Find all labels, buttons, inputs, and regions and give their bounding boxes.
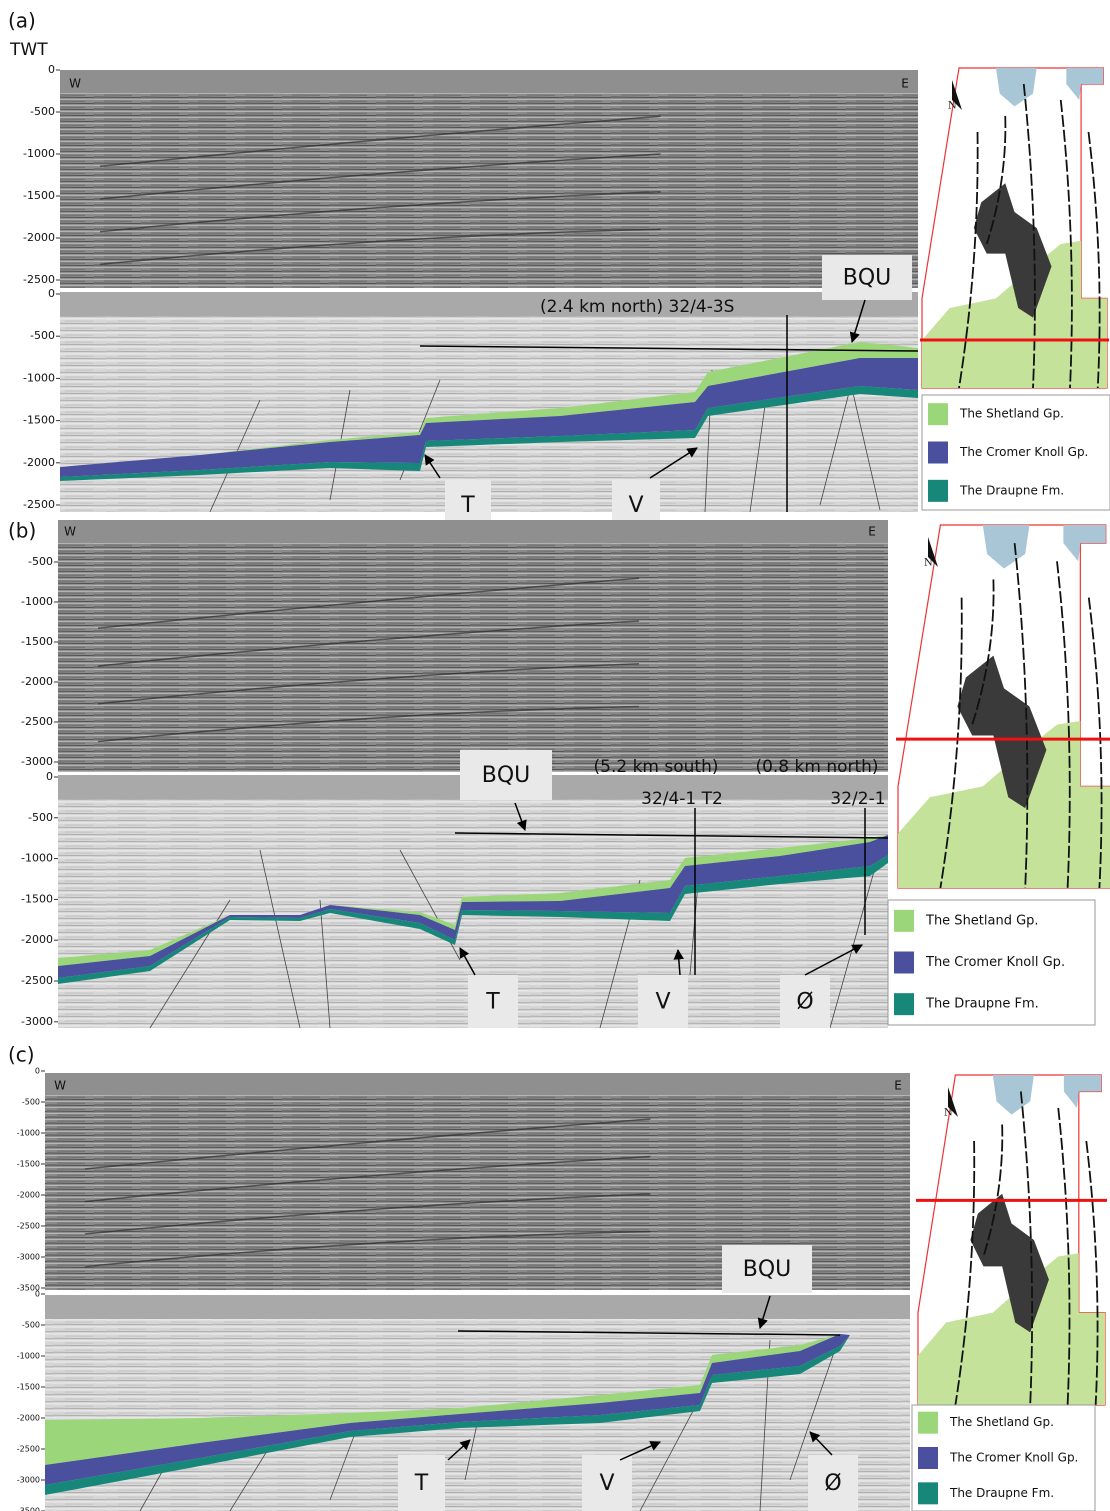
y-tick-label: -2500	[21, 974, 53, 987]
y-tick-label: -1500	[21, 635, 53, 648]
seismic-image	[45, 1295, 910, 1511]
callout-label: Ø	[796, 990, 813, 1015]
y-tick-label: -3000	[17, 1476, 40, 1485]
y-tick-label: -1000	[17, 1352, 40, 1361]
legend-label: The Shetland Gp.	[959, 407, 1064, 421]
y-tick-label: -1000	[17, 1129, 40, 1138]
legend-swatch	[918, 1447, 938, 1469]
y-tick-label: 0	[48, 63, 55, 76]
y-tick-label: -500	[28, 555, 53, 568]
y-tick-label: -2500	[23, 273, 55, 286]
west-label: W	[64, 525, 76, 539]
y-tick-label: -1500	[17, 1160, 40, 1169]
legend-swatch	[918, 1482, 938, 1504]
y-tick-label: 0	[48, 287, 55, 300]
north-label: N	[924, 558, 933, 569]
y-tick-label: -500	[28, 811, 53, 824]
y-tick-label: -1500	[17, 1383, 40, 1392]
water-column	[45, 1073, 910, 1095]
y-tick-label: -1500	[21, 892, 53, 905]
y-tick-label: -3000	[21, 755, 53, 768]
callout-label: Ø	[824, 1471, 841, 1496]
callout-label: T	[460, 493, 475, 518]
y-tick-label: -2000	[17, 1191, 40, 1200]
seismic-image	[58, 520, 888, 772]
legend-label: The Draupne Fm.	[949, 1486, 1054, 1500]
axis-title: TWT	[9, 40, 48, 60]
west-label: W	[54, 1079, 66, 1093]
legend-label: The Cromer Knoll Gp.	[949, 1451, 1078, 1465]
y-tick-label: -3000	[21, 1015, 53, 1028]
legend-swatch	[928, 403, 948, 425]
y-tick-label: -1500	[23, 414, 55, 427]
y-tick-label: -1000	[21, 852, 53, 865]
y-tick-label: -2500	[17, 1222, 40, 1231]
water-column	[60, 292, 918, 316]
seismic-image	[60, 70, 918, 288]
legend-label: The Draupne Fm.	[959, 483, 1064, 497]
water-column	[58, 520, 888, 542]
panel-label: (b)	[8, 519, 36, 543]
y-tick-label: -3000	[17, 1253, 40, 1262]
callout-label: BQU	[843, 266, 892, 291]
callout-label: T	[414, 1471, 429, 1496]
callout-label: BQU	[743, 1257, 792, 1282]
callout-label: V	[599, 1471, 614, 1496]
y-tick-label: -3500	[17, 1507, 40, 1511]
y-tick-label: -1000	[23, 147, 55, 160]
east-label: E	[894, 1079, 902, 1093]
y-tick-label: -1500	[23, 189, 55, 202]
panel-label: (c)	[8, 1043, 35, 1067]
east-label: E	[901, 77, 909, 91]
legend-swatch	[894, 952, 914, 974]
panel-label: (a)	[8, 9, 36, 33]
y-tick-label: -2000	[21, 933, 53, 946]
y-tick-label: -1000	[21, 595, 53, 608]
y-tick-label: -500	[30, 105, 55, 118]
y-tick-label: -2000	[23, 456, 55, 469]
y-tick-label: -1000	[23, 371, 55, 384]
legend-swatch	[894, 910, 914, 932]
y-tick-label: -500	[22, 1321, 40, 1330]
figure: (a)TWT0-500-1000-1500-2000-25000-500-100…	[0, 0, 1110, 1511]
legend-label: The Shetland Gp.	[925, 913, 1039, 928]
north-label: N	[948, 101, 957, 112]
west-label: W	[69, 77, 81, 91]
legend-swatch	[894, 993, 914, 1015]
callout-label: T	[485, 990, 500, 1015]
legend-swatch	[928, 480, 948, 502]
y-tick-label: -2000	[21, 675, 53, 688]
legend-label: The Cromer Knoll Gp.	[925, 955, 1065, 970]
y-tick-label: 0	[46, 770, 53, 783]
callout-label: V	[628, 493, 643, 518]
water-column	[60, 70, 918, 92]
well-label: (0.8 km north)	[755, 757, 878, 777]
north-label: N	[944, 1108, 953, 1119]
y-tick-label: -2500	[23, 498, 55, 511]
y-tick-label: -2500	[17, 1445, 40, 1454]
y-tick-label: -500	[22, 1098, 40, 1107]
well-label: 32/4-1 T2	[641, 789, 723, 809]
y-tick-label: -2000	[17, 1414, 40, 1423]
legend-label: The Draupne Fm.	[925, 997, 1039, 1012]
callout-label: BQU	[482, 763, 531, 788]
y-tick-label: -2500	[21, 715, 53, 728]
y-tick-label: -500	[30, 329, 55, 342]
y-tick-label: 0	[35, 1067, 40, 1076]
y-tick-label: -2000	[23, 231, 55, 244]
legend-label: The Cromer Knoll Gp.	[959, 445, 1088, 459]
legend-swatch	[918, 1412, 938, 1434]
legend-swatch	[928, 442, 948, 464]
well-label: (5.2 km south)	[594, 757, 719, 777]
water-column	[45, 1295, 910, 1319]
well-label: (2.4 km north) 32/4-3S	[540, 297, 734, 317]
callout-label: V	[655, 990, 670, 1015]
east-label: E	[868, 525, 876, 539]
well-label: 32/2-1	[830, 789, 885, 809]
legend-label: The Shetland Gp.	[949, 1415, 1054, 1429]
y-tick-label: 0	[35, 1290, 40, 1299]
